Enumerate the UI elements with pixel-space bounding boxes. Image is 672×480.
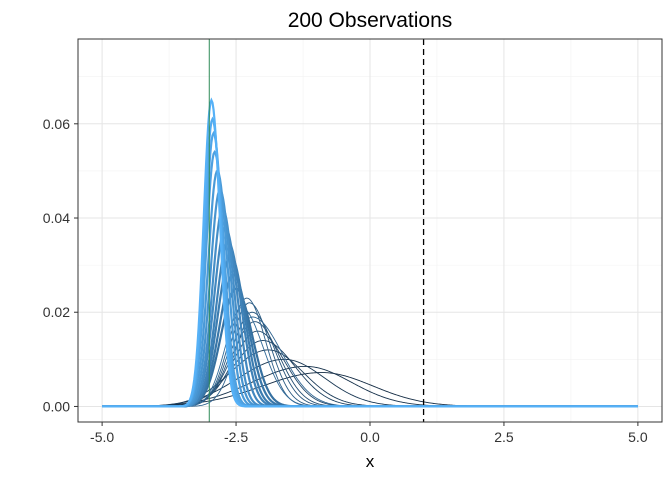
y-tick-label: 0.06 xyxy=(43,116,70,132)
density-curve xyxy=(102,97,638,408)
y-tick-label: 0.04 xyxy=(43,210,70,226)
y-tick-label: 0.02 xyxy=(43,304,70,320)
y-axis: 0.00 0.02 0.04 0.06 xyxy=(43,116,78,414)
y-tick-label: 0.00 xyxy=(43,398,70,414)
x-tick-label: -5.0 xyxy=(90,429,114,445)
chart-title: 200 Observations xyxy=(288,9,453,32)
x-tick-label: 2.5 xyxy=(494,429,514,445)
x-axis: -5.0 -2.5 0.0 2.5 5.0 xyxy=(90,422,648,445)
reference-lines xyxy=(208,39,425,422)
x-tick-label: 0.0 xyxy=(360,429,380,445)
x-tick-label: -2.5 xyxy=(224,429,248,445)
density-curves xyxy=(102,97,638,408)
x-axis-title: x xyxy=(366,452,375,471)
x-tick-label: 5.0 xyxy=(628,429,648,445)
